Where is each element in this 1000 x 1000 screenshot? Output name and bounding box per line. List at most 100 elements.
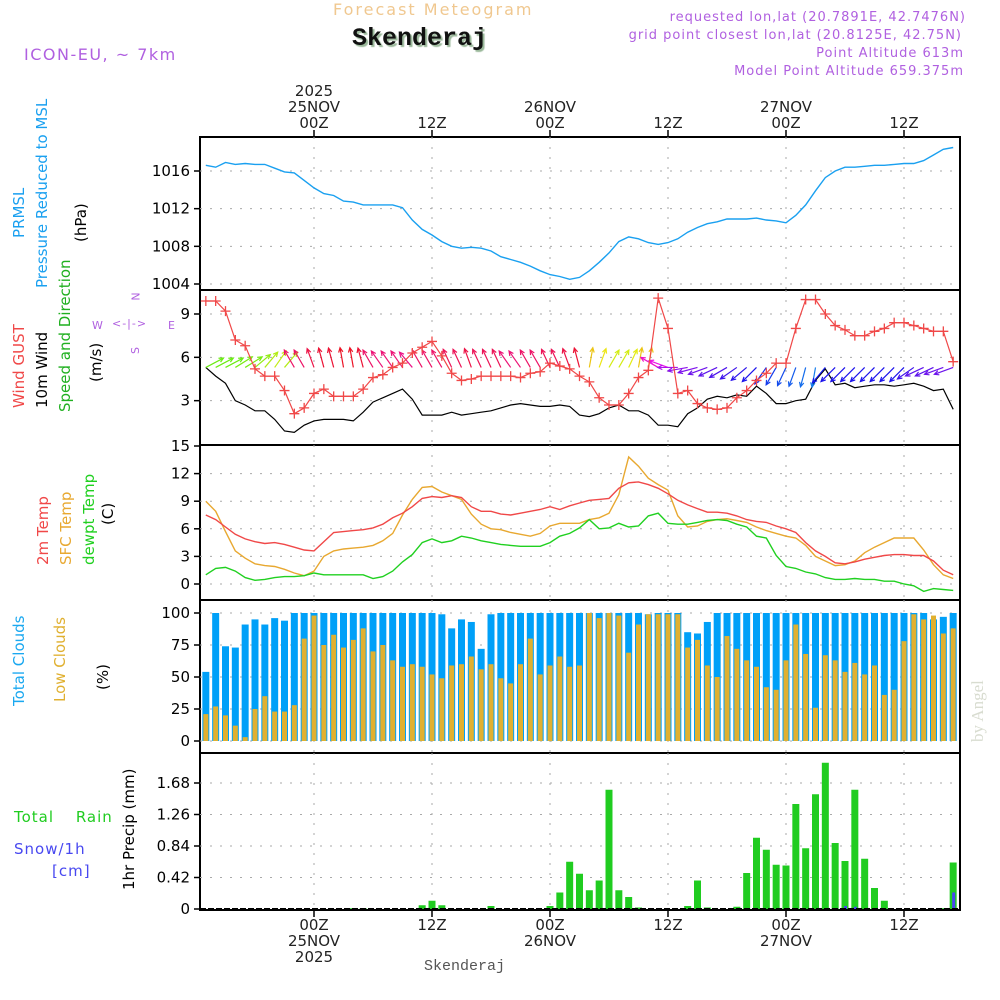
wind-arrow-head [811,377,818,384]
wind-arrow-head [666,367,673,373]
gust-marker [436,350,447,361]
rain-label: Rain [75,808,113,826]
low-cloud-bar [262,696,268,741]
rain-bar [428,900,436,909]
wind-arrow [730,366,748,381]
wind-arrow [879,367,895,383]
x-tick-label-top: 2025 [295,82,333,100]
gust-marker [535,366,546,377]
y-tick-label: 25 [171,700,190,718]
panel-2: 0 3 6 9 12 15 [171,437,961,601]
wind-arrow [421,349,433,368]
x-tick-label-top: 26NOV [524,98,577,116]
low-cloud-bar [645,614,651,741]
rain-bar [762,849,770,909]
wind-arrow [608,349,620,368]
wind-arrow-head [317,346,323,354]
wind-arrow [380,350,394,368]
low-cloud-bar [547,665,553,741]
rain-bar [831,843,839,909]
wind-arrow [362,349,374,368]
y-tick-label: 0 [180,900,190,918]
rain-bar [438,905,446,909]
wind-arrow-head [540,348,546,355]
supertitle: Forecast Meteogram [333,0,534,19]
wind-arrow-head [638,346,644,353]
low-cloud-bar [704,665,710,741]
x-tick-label-top: 00Z [771,114,800,132]
gust-marker [879,323,890,334]
gust-marker [830,320,841,331]
wind-arrow-head [602,347,608,354]
x-tick-label-top: 00Z [535,114,564,132]
low-cloud-bar [341,647,346,741]
wind-arrow [588,347,594,368]
total-cloud-bar [290,613,298,741]
wind-arrow-head [218,357,225,363]
wind-arrow-head [472,348,477,355]
requested-coords: requested lon,lat (20.7891E, 42.7476N) [669,10,966,25]
rain-bar [684,906,692,909]
wind-arrow [463,348,472,368]
location-title: Skenderaj [352,24,488,53]
snow-bar [844,906,847,909]
x-tick-label-bottom: 2025 [295,948,333,966]
gust-marker [230,335,241,345]
total-cloud-bar [438,614,446,741]
rain-bar [939,908,947,909]
temp2m-line [205,481,954,576]
gust-marker [584,376,595,387]
low-cloud-bar [223,715,228,741]
wind-arrow [811,367,817,388]
gust-marker [731,392,742,403]
wind-arrow-head [356,346,362,354]
low-cloud-bar [203,714,209,741]
gust-marker [594,392,605,403]
wind-arrow [390,350,403,368]
wind-arrow [820,367,836,383]
gust-marker [820,309,831,319]
wind-arrow [765,367,777,386]
low-cloud-bar [586,613,592,741]
rain-bar [418,905,426,909]
wind-arrow [709,366,728,378]
low-cloud-bar [852,662,858,741]
wind-arrow-head [656,364,663,371]
wind-arrow-head [614,348,620,356]
low-cloud-bar [862,674,868,741]
gust-marker [545,358,555,369]
total-cloud-bar [772,613,780,741]
wind-arrow-head [452,348,458,355]
wind-arrow [777,367,787,386]
x-tick-label-bottom: 00Z [771,916,800,934]
wind-arrow-head [719,374,726,380]
wind-arrow [293,349,305,368]
wind-arrow-head [829,376,836,383]
low-cloud-bar [832,660,838,741]
wind-arrow [698,366,718,377]
total-cloud-bar [212,613,220,741]
x-tick-label-bottom: 26NOV [524,932,577,950]
rain-bar [821,762,829,909]
x-tick-label-top: 25NOV [288,98,341,116]
low-cloud-bar [783,660,789,741]
total-cloud-bar [497,613,505,741]
y-tick-label: 50 [171,668,190,686]
model-name: ICON-EU, ~ 7km [24,45,177,64]
low-cloud-bar [744,660,750,741]
gust-marker [761,368,772,379]
wind-arrow-head [933,370,940,376]
gust-marker [938,326,949,337]
gust-marker [486,371,496,382]
low-cloud-bar [803,653,809,741]
y-tick-label: 1.68 [157,774,190,792]
wind-arrow-head [338,346,344,353]
wind-arrow [264,351,279,368]
wind-arrow-head [238,357,245,363]
wind-arrow [720,366,738,380]
gust-marker [348,391,359,402]
total-cloud-bar [241,624,249,741]
wind-arrow-head [676,368,684,375]
gust-marker [466,374,477,384]
